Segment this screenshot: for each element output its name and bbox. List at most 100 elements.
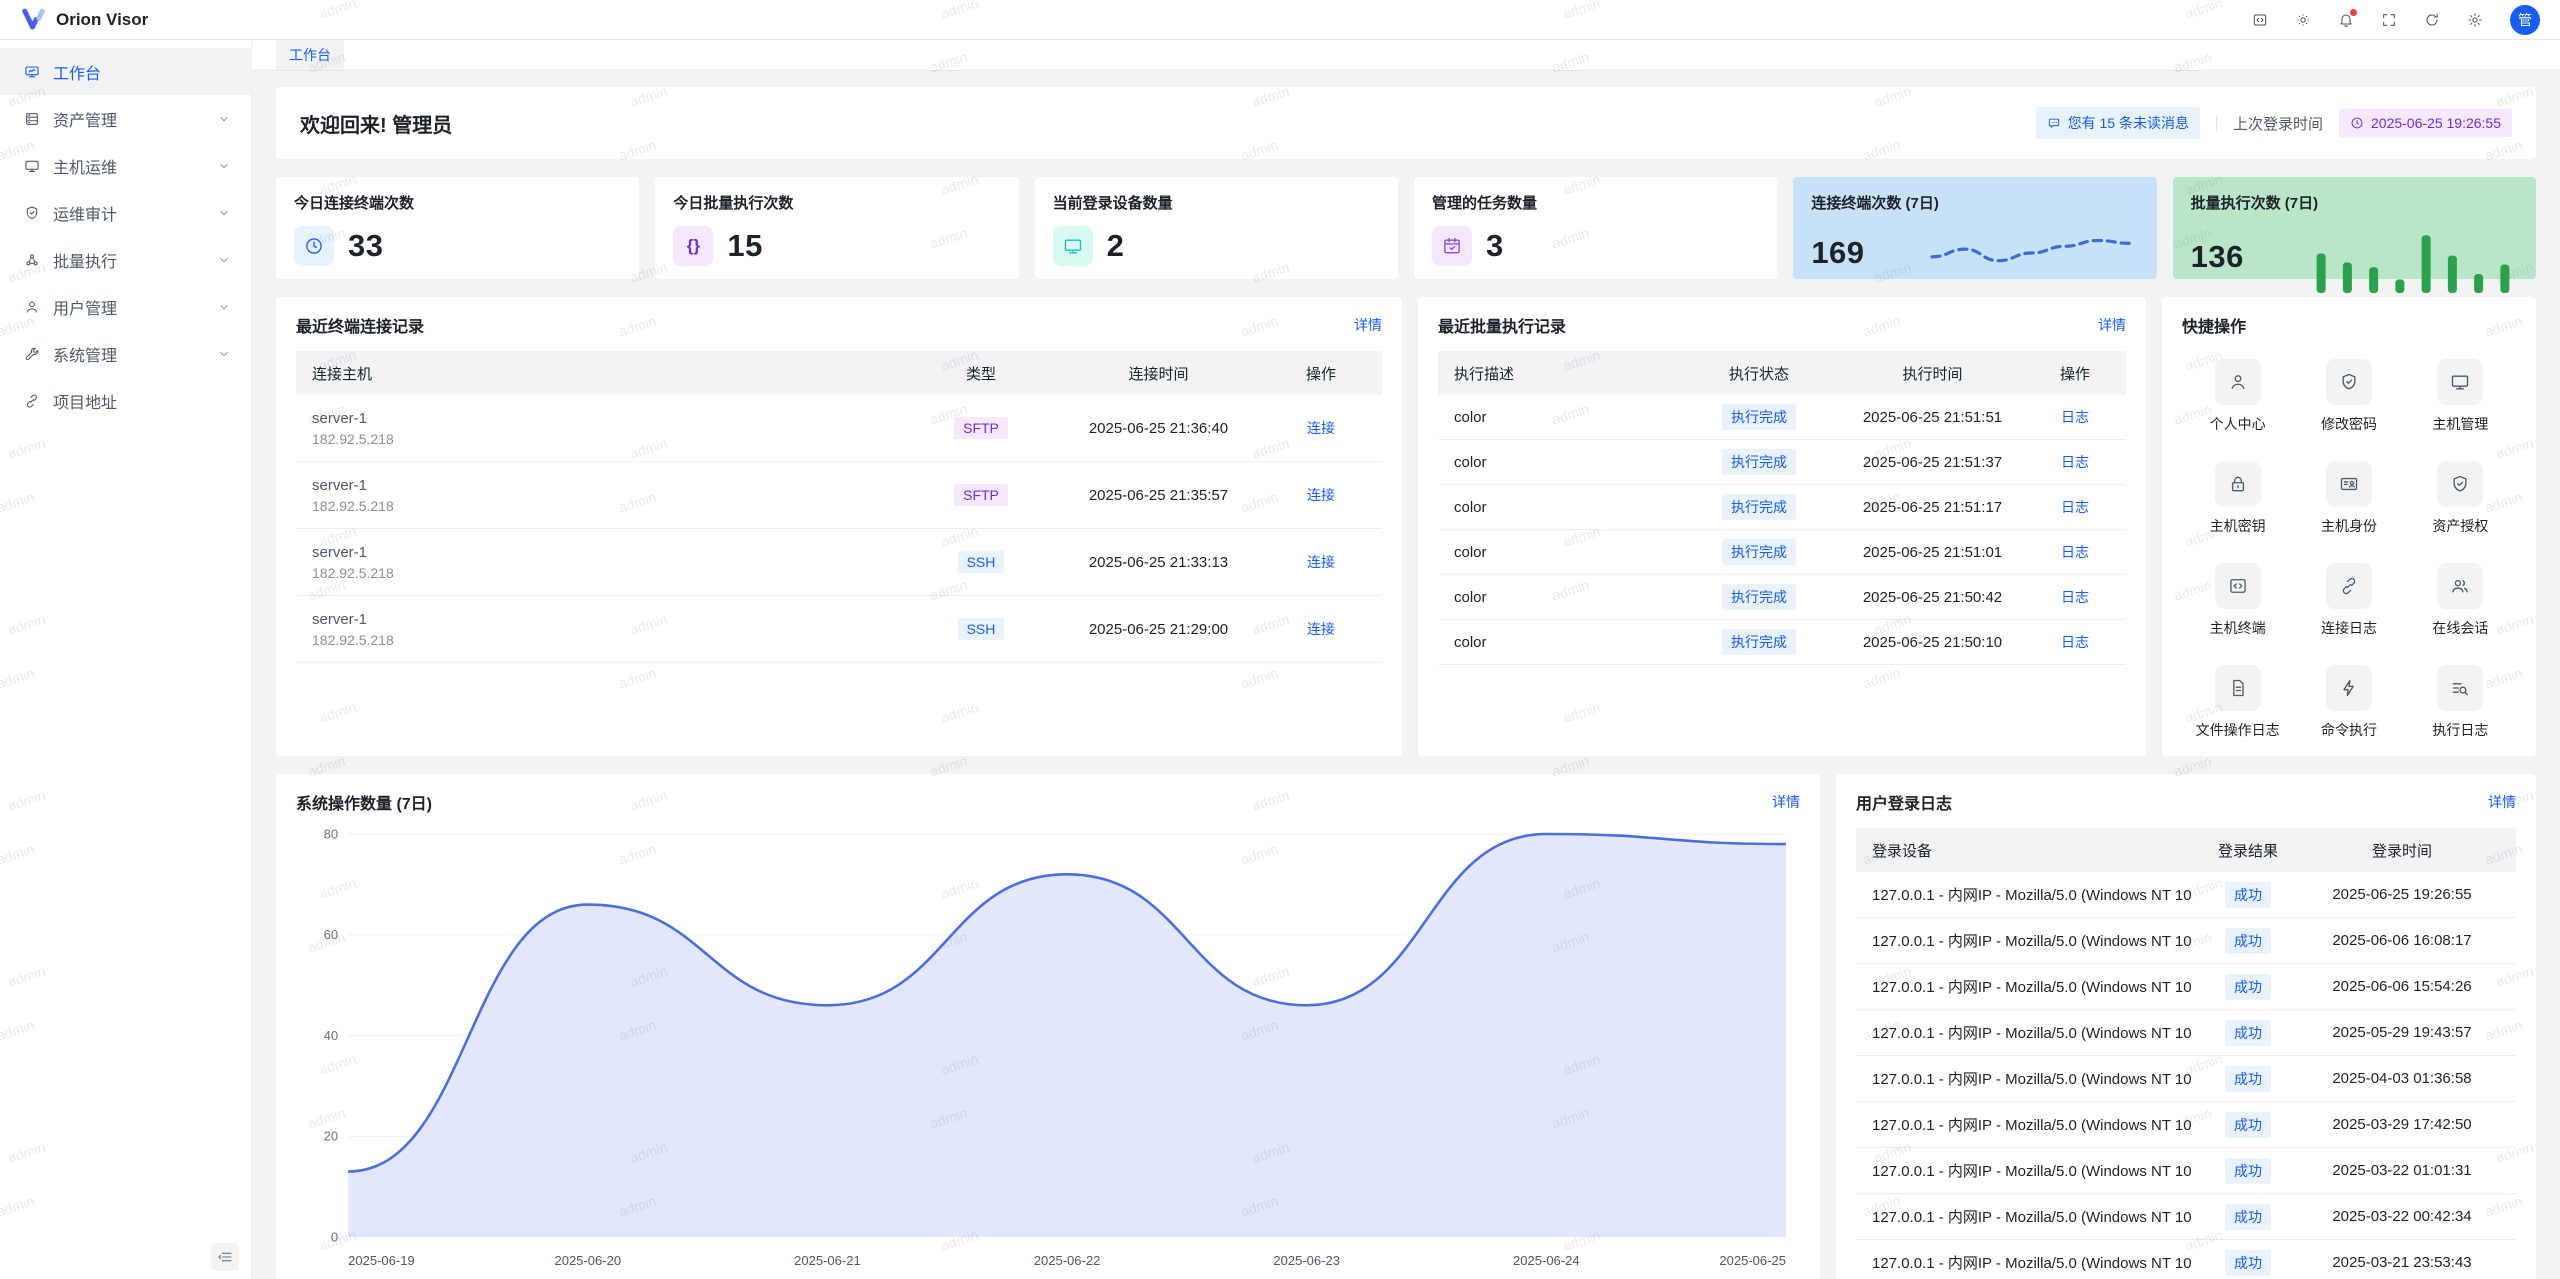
- collapse-menu-icon: [217, 1249, 233, 1265]
- log-link[interactable]: 日志: [2061, 409, 2089, 425]
- quick-action-host-terminal[interactable]: 主机终端: [2182, 563, 2293, 638]
- quick-action-command-execution[interactable]: 命令执行: [2293, 665, 2404, 740]
- system-operations-detail-link[interactable]: 详情: [1772, 792, 1800, 812]
- stat-card-terminal-7d: 连接终端次数 (7日) 169: [1793, 177, 2156, 279]
- connect-link[interactable]: 连接: [1307, 554, 1335, 570]
- batch-7d-sparkbars: [2308, 221, 2518, 293]
- refresh-icon[interactable]: [2424, 12, 2440, 28]
- sidebar-collapse-button[interactable]: [211, 1243, 239, 1271]
- table-row: 127.0.0.1 - 内网IP - Mozilla/5.0 (Windows …: [1856, 964, 2516, 1010]
- svg-text:2025-06-23: 2025-06-23: [1273, 1253, 1340, 1268]
- unread-messages-pill[interactable]: 您有 15 条未读消息: [2036, 107, 2200, 139]
- braces-icon: {}: [673, 226, 713, 266]
- connect-link[interactable]: 连接: [1307, 621, 1335, 637]
- login-device: 127.0.0.1 - 内网IP - Mozilla/5.0 (Windows …: [1872, 884, 2192, 905]
- sidebar-item-users[interactable]: 用户管理: [0, 283, 251, 330]
- quick-actions-panel: 快捷操作 个人中心 修改密码 主机管理 主机密钥 主机身份 资产授权 主机终端 …: [2162, 297, 2536, 756]
- settings-icon[interactable]: [2467, 12, 2483, 28]
- theme-icon[interactable]: [2295, 12, 2311, 28]
- col-time: 连接时间: [1041, 363, 1276, 384]
- type-tag: SSH: [958, 551, 1005, 573]
- shield-icon: [2326, 359, 2372, 405]
- svg-text:2025-06-19: 2025-06-19: [348, 1253, 415, 1268]
- quick-action-asset-authorization[interactable]: 资产授权: [2405, 461, 2516, 536]
- log-link[interactable]: 日志: [2061, 634, 2089, 650]
- avatar[interactable]: 管: [2510, 5, 2540, 35]
- connect-time: 2025-06-25 21:35:57: [1041, 487, 1276, 504]
- notifications-icon[interactable]: [2338, 12, 2354, 28]
- sidebar-item-assets[interactable]: 资产管理: [0, 95, 251, 142]
- result-tag: 成功: [2225, 1250, 2271, 1276]
- table-row: 127.0.0.1 - 内网IP - Mozilla/5.0 (Windows …: [1856, 1056, 2516, 1102]
- login-time: 2025-05-29 19:43:57: [2304, 1024, 2500, 1041]
- status-tag: 执行完成: [1722, 449, 1796, 475]
- breadcrumb: 工作台: [252, 40, 2560, 71]
- quick-action-host-management[interactable]: 主机管理: [2405, 359, 2516, 434]
- table-row: 127.0.0.1 - 内网IP - Mozilla/5.0 (Windows …: [1856, 872, 2516, 918]
- sidebar-item-system[interactable]: 系统管理: [0, 330, 251, 377]
- login-device: 127.0.0.1 - 内网IP - Mozilla/5.0 (Windows …: [1872, 930, 2192, 951]
- host-name: server-1: [312, 477, 921, 494]
- quick-action-personal-center[interactable]: 个人中心: [2182, 359, 2293, 434]
- app-logo: [20, 6, 47, 33]
- table-row: color 执行完成 2025-06-25 21:50:10 日志: [1438, 620, 2126, 665]
- result-tag: 成功: [2225, 1066, 2271, 1092]
- table-row: 127.0.0.1 - 内网IP - Mozilla/5.0 (Windows …: [1856, 1194, 2516, 1240]
- terminal-records-detail-link[interactable]: 详情: [1354, 315, 1382, 335]
- chevron-down-icon: [217, 159, 231, 173]
- lock-icon: [2215, 461, 2261, 507]
- quick-action-change-password[interactable]: 修改密码: [2293, 359, 2404, 434]
- login-time: 2025-03-29 17:42:50: [2304, 1116, 2500, 1133]
- login-time: 2025-03-21 23:53:43: [2304, 1254, 2500, 1271]
- log-link[interactable]: 日志: [2061, 589, 2089, 605]
- table-row: 127.0.0.1 - 内网IP - Mozilla/5.0 (Windows …: [1856, 918, 2516, 964]
- table-row: color 执行完成 2025-06-25 21:51:01 日志: [1438, 530, 2126, 575]
- log-link[interactable]: 日志: [2061, 454, 2089, 470]
- stat-cards-row: 今日连接终端次数 33 今日批量执行次数 {} 15 当前登录设备数量: [276, 177, 2536, 279]
- connect-time: 2025-06-25 21:36:40: [1041, 420, 1276, 437]
- stat-title: 批量执行次数 (7日): [2191, 192, 2518, 213]
- sidebar-item-host-ops[interactable]: 主机运维: [0, 142, 251, 189]
- exec-desc: color: [1454, 634, 1693, 651]
- table-row: 127.0.0.1 - 内网IP - Mozilla/5.0 (Windows …: [1856, 1102, 2516, 1148]
- connect-link[interactable]: 连接: [1307, 420, 1335, 436]
- svg-text:2025-06-21: 2025-06-21: [794, 1253, 861, 1268]
- quick-action-file-operation-logs[interactable]: 文件操作日志: [2182, 665, 2293, 740]
- breadcrumb-item-workbench[interactable]: 工作台: [276, 40, 344, 70]
- sidebar-item-label: 批量执行: [53, 248, 117, 272]
- sidebar-item-batch-exec[interactable]: 批量执行: [0, 236, 251, 283]
- batch-records-panel: 最近批量执行记录 详情 执行描述 执行状态 执行时间 操作 color 执行完成…: [1418, 297, 2146, 756]
- log-link[interactable]: 日志: [2061, 499, 2089, 515]
- col-action: 操作: [1276, 363, 1366, 384]
- col-desc: 执行描述: [1454, 363, 1693, 384]
- sidebar-item-workbench[interactable]: 工作台: [0, 48, 251, 95]
- host-name: server-1: [312, 544, 921, 561]
- quick-action-host-identity[interactable]: 主机身份: [2293, 461, 2404, 536]
- connect-link[interactable]: 连接: [1307, 487, 1335, 503]
- batch-records-detail-link[interactable]: 详情: [2098, 315, 2126, 335]
- chevron-down-icon: [217, 253, 231, 267]
- system-operations-area-chart: 0204060802025-06-192025-06-202025-06-212…: [296, 818, 1800, 1273]
- stat-value: 2: [1107, 228, 1125, 264]
- quick-action-connection-logs[interactable]: 连接日志: [2293, 563, 2404, 638]
- quick-action-host-keys[interactable]: 主机密钥: [2182, 461, 2293, 536]
- host-ip: 182.92.5.218: [312, 498, 921, 514]
- sidebar-item-project-link[interactable]: 项目地址: [0, 377, 251, 424]
- log-link[interactable]: 日志: [2061, 544, 2089, 560]
- sidebar-item-audit[interactable]: 运维审计: [0, 189, 251, 236]
- col-time: 执行时间: [1825, 363, 2040, 384]
- svg-text:2025-06-24: 2025-06-24: [1513, 1253, 1580, 1268]
- fullscreen-icon[interactable]: [2381, 12, 2397, 28]
- sidebar-item-label: 主机运维: [53, 154, 117, 178]
- asset-list-icon: [24, 111, 40, 127]
- quick-action-execution-logs[interactable]: 执行日志: [2405, 665, 2516, 740]
- sidebar-item-label: 资产管理: [53, 107, 117, 131]
- svg-text:40: 40: [324, 1028, 338, 1043]
- result-tag: 成功: [2225, 1158, 2271, 1184]
- table-header: 登录设备 登录结果 登录时间: [1856, 828, 2516, 872]
- chevron-down-icon: [217, 347, 231, 361]
- api-docs-icon[interactable]: [2252, 12, 2268, 28]
- login-logs-detail-link[interactable]: 详情: [2488, 792, 2516, 812]
- svg-text:0: 0: [331, 1230, 338, 1245]
- quick-action-online-sessions[interactable]: 在线会话: [2405, 563, 2516, 638]
